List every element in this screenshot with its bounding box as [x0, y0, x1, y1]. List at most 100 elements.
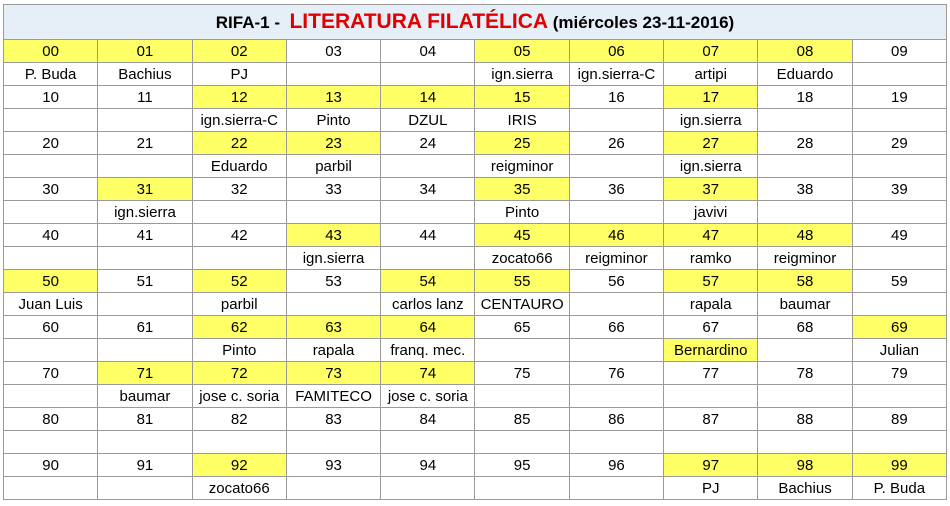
name-cell: ign.sierra	[474, 62, 570, 86]
number-cell: 68	[757, 315, 853, 339]
number-row: 30 31 32 33 34 35 36 37 38 39	[2, 177, 948, 201]
name-cell	[285, 200, 382, 224]
name-cell	[380, 62, 476, 86]
name-cell: zocato66	[474, 246, 570, 270]
name-cell: ign.sierra-C	[568, 62, 665, 86]
name-cell	[97, 246, 193, 270]
name-cell	[380, 430, 476, 454]
name-cell	[851, 384, 948, 408]
name-cell: Pinto	[474, 200, 570, 224]
name-cell: Eduardo	[191, 154, 287, 178]
number-cell: 90	[2, 453, 99, 477]
name-row: zocato66 PJ Bachius P. Buda	[2, 476, 948, 500]
name-cell	[568, 200, 665, 224]
number-cell: 36	[568, 177, 665, 201]
number-cell: 63	[285, 315, 382, 339]
number-cell: 15	[474, 85, 570, 109]
number-cell: 17	[663, 85, 759, 109]
name-cell: Pinto	[285, 108, 382, 132]
number-cell: 54	[380, 269, 476, 293]
name-cell: carlos lanz	[380, 292, 476, 316]
number-cell: 70	[2, 361, 99, 385]
number-cell: 75	[474, 361, 570, 385]
name-cell	[2, 154, 99, 178]
number-cell: 32	[191, 177, 287, 201]
name-cell: baumar	[757, 292, 853, 316]
name-cell: javivi	[663, 200, 759, 224]
name-cell	[757, 108, 853, 132]
name-row: ign.sierra Pinto javivi	[2, 200, 948, 224]
number-cell: 49	[851, 223, 948, 247]
number-cell: 06	[568, 39, 665, 63]
name-cell	[663, 384, 759, 408]
number-row: 10 11 12 13 14 15 16 17 18 19	[2, 85, 948, 109]
number-cell: 98	[757, 453, 853, 477]
number-cell: 67	[663, 315, 759, 339]
name-cell	[2, 338, 99, 362]
name-cell	[568, 154, 665, 178]
number-cell: 89	[851, 407, 948, 431]
number-cell: 48	[757, 223, 853, 247]
number-cell: 18	[757, 85, 853, 109]
number-cell: 71	[97, 361, 193, 385]
number-cell: 78	[757, 361, 853, 385]
name-cell: DZUL	[380, 108, 476, 132]
name-cell	[380, 200, 476, 224]
name-cell	[474, 430, 570, 454]
name-cell: ign.sierra-C	[191, 108, 287, 132]
name-row: ign.sierra-C Pinto DZUL IRIS ign.sierra	[2, 108, 948, 132]
name-cell	[285, 476, 382, 500]
name-cell	[851, 108, 948, 132]
number-cell: 26	[568, 131, 665, 155]
name-cell	[2, 384, 99, 408]
number-cell: 73	[285, 361, 382, 385]
number-row: 50 51 52 53 54 55 56 57 58 59	[2, 269, 948, 293]
name-cell: franq. mec.	[380, 338, 476, 362]
name-cell	[851, 62, 948, 86]
name-cell: parbil	[285, 154, 382, 178]
name-cell	[97, 154, 193, 178]
name-cell: ign.sierra	[97, 200, 193, 224]
name-cell	[285, 430, 382, 454]
number-cell: 99	[851, 453, 948, 477]
name-cell	[851, 430, 948, 454]
name-cell	[2, 200, 99, 224]
number-row: 00 01 02 03 04 05 06 07 08 09	[2, 39, 948, 63]
number-cell: 56	[568, 269, 665, 293]
number-cell: 35	[474, 177, 570, 201]
number-cell: 50	[2, 269, 99, 293]
name-row: baumar jose c. soria FAMITECO jose c. soria	[2, 384, 948, 408]
name-cell: IRIS	[474, 108, 570, 132]
name-cell: Julian	[851, 338, 948, 362]
number-cell: 07	[663, 39, 759, 63]
number-cell: 37	[663, 177, 759, 201]
number-cell: 30	[2, 177, 99, 201]
prefix: RIFA-1 -	[215, 13, 280, 32]
name-cell: Bernardino	[663, 338, 759, 362]
number-cell: 31	[97, 177, 193, 201]
number-cell: 08	[757, 39, 853, 63]
name-cell: reigminor	[757, 246, 853, 270]
name-cell	[474, 384, 570, 408]
number-cell: 02	[191, 39, 287, 63]
name-cell: reigminor	[568, 246, 665, 270]
name-cell: Bachius	[757, 476, 853, 500]
number-cell: 09	[851, 39, 948, 63]
number-cell: 84	[380, 407, 476, 431]
name-cell: P. Buda	[851, 476, 948, 500]
name-cell	[757, 338, 853, 362]
number-cell: 79	[851, 361, 948, 385]
title-row: RIFA-1 - LITERATURA FILATÉLICA (miércole…	[3, 4, 947, 40]
name-cell	[2, 246, 99, 270]
date: (miércoles 23-11-2016)	[552, 13, 735, 32]
name-row: ign.sierra zocato66 reigminor ramko reigmino…	[2, 246, 948, 270]
name-cell	[285, 62, 382, 86]
number-cell: 66	[568, 315, 665, 339]
number-row: 40 41 42 43 44 45 46 47 48 49	[2, 223, 948, 247]
name-cell: ign.sierra	[663, 154, 759, 178]
raffle-table: RIFA-1 - LITERATURA FILATÉLICA (miércole…	[2, 4, 948, 500]
name-cell: Bachius	[97, 62, 193, 86]
name-cell: parbil	[191, 292, 287, 316]
name-cell	[757, 200, 853, 224]
